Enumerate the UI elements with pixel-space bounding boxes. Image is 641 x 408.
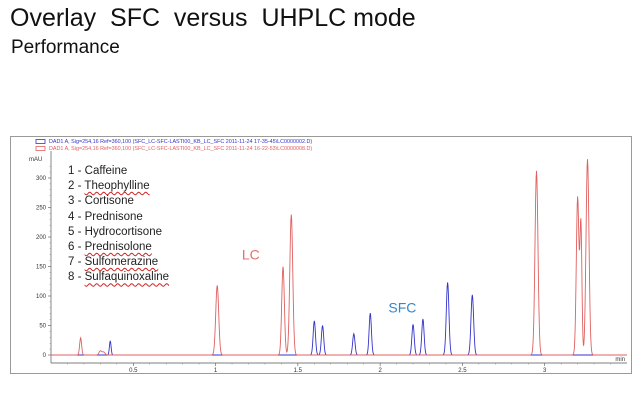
annotation-sfc: SFC	[388, 300, 416, 316]
x-tick-label: 1.5	[294, 368, 303, 373]
legend-swatch-1	[35, 139, 46, 144]
compound-item-3: 3 - Cortisone	[68, 195, 134, 208]
compound-name: Caffeine	[84, 165, 128, 177]
chromatogram-svg: DAD1 A, Sig=254,16 Ref=360,100 (SFC_LC-S…	[29, 139, 627, 373]
compound-item-5: 5 - Hydrocortisone	[68, 225, 162, 238]
annotations: LC SFC	[242, 246, 416, 315]
compound-number: 2	[68, 180, 75, 193]
legend-entry-2: DAD1 A, Sig=254,16 Ref=360,100 (SFC_LC-S…	[49, 146, 312, 152]
compound-name: Cortisone	[84, 195, 134, 208]
x-tick-label: 3	[543, 368, 547, 373]
series-line-sfc	[51, 282, 627, 356]
compound-name: Hydrocortisone	[84, 225, 162, 238]
compound-name: Sulfomerazine	[84, 256, 159, 269]
compound-name: Sulfaquinoxaline	[84, 271, 170, 284]
x-tick-label: 2.5	[458, 368, 467, 373]
compound-name: Prednisone	[84, 210, 143, 223]
slide-title: Overlay SFC versus UHPLC mode	[10, 4, 416, 32]
y-tick-label: 0	[43, 353, 47, 359]
compound-number: 8	[68, 271, 75, 284]
compound-list: 1 - Caffeine 2 - Theophylline 3 - Cortis…	[68, 164, 169, 286]
compound-item-4: 4 - Prednisone	[68, 210, 143, 223]
annotation-lc: LC	[242, 246, 260, 262]
compound-name: Theophylline	[84, 180, 150, 193]
compound-name: Prednisolone	[84, 241, 152, 254]
y-tick-label: 100	[36, 294, 47, 300]
compound-number: 3	[68, 195, 75, 208]
compound-item-7: 7 - Sulfomerazine	[68, 256, 159, 269]
compound-item-6: 6 - Prednisolone	[68, 241, 152, 254]
x-axis-label: min	[615, 357, 625, 363]
chromatogram-chart: DAD1 A, Sig=254,16 Ref=360,100 (SFC_LC-S…	[10, 136, 632, 374]
y-tick-label: 250	[36, 206, 47, 212]
x-tick-label: 0.5	[129, 368, 138, 373]
compound-number: 1	[68, 165, 75, 177]
y-tick-label: 300	[36, 176, 47, 182]
y-tick-label: 200	[36, 235, 47, 241]
legend: DAD1 A, Sig=254,16 Ref=360,100 (SFC_LC-S…	[35, 139, 312, 152]
y-tick-label: 50	[39, 324, 46, 330]
slide-subtitle: Performance	[11, 37, 120, 58]
series-lines	[51, 159, 627, 356]
compound-number: 7	[68, 256, 75, 269]
x-tick-label: 1	[214, 368, 218, 373]
y-axis-label: mAU	[29, 157, 42, 163]
compound-number: 5	[68, 225, 75, 238]
series-line-lc	[51, 159, 627, 356]
compound-item-1: 1 - Caffeine	[68, 165, 128, 177]
legend-swatch-2	[35, 146, 46, 151]
compound-number: 6	[68, 241, 75, 254]
x-tick-label: 2	[378, 368, 382, 373]
compound-number: 4	[68, 210, 75, 223]
compound-item-2: 2 - Theophylline	[68, 180, 150, 193]
legend-entry-1: DAD1 A, Sig=254,16 Ref=360,100 (SFC_LC-S…	[49, 139, 312, 145]
compound-item-8: 8 - Sulfaquinoxaline	[68, 271, 170, 284]
y-tick-label: 150	[36, 265, 47, 271]
axes: 0 50 100 150 200 250 300 mAU 0.5 1 1.5 2 2.5 3 min	[29, 151, 627, 373]
